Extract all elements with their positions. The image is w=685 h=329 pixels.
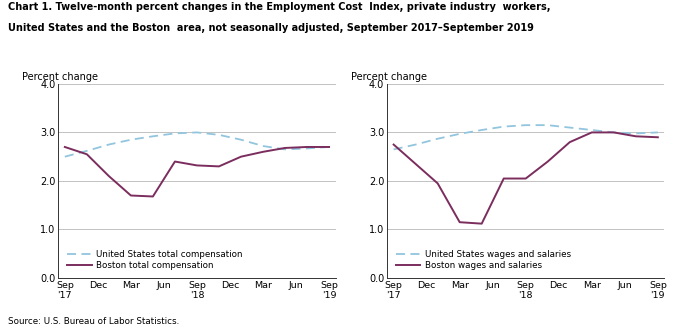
United States total compensation	[193, 131, 201, 135]
Boston total compensation	[149, 194, 157, 198]
Boston wages and salaries	[566, 140, 574, 144]
United States wages and salaries	[653, 131, 662, 135]
United States total compensation	[149, 134, 157, 138]
Boston total compensation	[259, 150, 267, 154]
Text: Percent change: Percent change	[22, 72, 98, 82]
Boston wages and salaries	[632, 134, 640, 138]
Text: United States and the Boston  area, not seasonally adjusted, September 2017–Sept: United States and the Boston area, not s…	[8, 23, 534, 33]
United States wages and salaries	[456, 132, 464, 136]
Line: Boston total compensation: Boston total compensation	[65, 147, 329, 196]
United States wages and salaries	[632, 131, 640, 135]
United States wages and salaries	[412, 142, 420, 146]
United States wages and salaries	[544, 123, 552, 127]
Boston wages and salaries	[477, 222, 486, 226]
United States wages and salaries	[499, 125, 508, 129]
Text: Source: U.S. Bureau of Labor Statistics.: Source: U.S. Bureau of Labor Statistics.	[8, 317, 179, 326]
United States total compensation	[303, 146, 311, 150]
Boston total compensation	[215, 164, 223, 168]
United States total compensation	[127, 138, 135, 142]
United States total compensation	[105, 142, 113, 146]
Boston wages and salaries	[434, 181, 442, 185]
Boston wages and salaries	[390, 142, 398, 146]
United States total compensation	[237, 138, 245, 142]
Boston wages and salaries	[588, 131, 596, 135]
Boston total compensation	[303, 145, 311, 149]
Boston total compensation	[61, 145, 69, 149]
United States total compensation	[61, 155, 69, 159]
Boston wages and salaries	[412, 162, 420, 166]
United States wages and salaries	[390, 147, 398, 151]
Boston total compensation	[171, 160, 179, 164]
United States total compensation	[215, 133, 223, 137]
United States wages and salaries	[434, 137, 442, 141]
United States total compensation	[83, 149, 91, 153]
Boston total compensation	[237, 155, 245, 159]
United States wages and salaries	[610, 131, 618, 135]
Boston total compensation	[127, 193, 135, 197]
United States total compensation	[259, 144, 267, 148]
Text: Chart 1. Twelve-month percent changes in the Employment Cost  Index, private ind: Chart 1. Twelve-month percent changes in…	[8, 2, 551, 12]
Boston wages and salaries	[653, 135, 662, 139]
Boston wages and salaries	[456, 220, 464, 224]
Boston total compensation	[281, 146, 289, 150]
Legend: United States total compensation, Boston total compensation: United States total compensation, Boston…	[65, 248, 245, 272]
Boston wages and salaries	[499, 177, 508, 181]
United States total compensation	[171, 131, 179, 135]
Boston total compensation	[105, 174, 113, 178]
Boston wages and salaries	[610, 131, 618, 135]
Line: Boston wages and salaries: Boston wages and salaries	[394, 133, 658, 224]
Line: United States wages and salaries: United States wages and salaries	[394, 125, 658, 149]
Boston total compensation	[193, 164, 201, 167]
Boston total compensation	[325, 145, 333, 149]
United States wages and salaries	[588, 128, 596, 132]
United States total compensation	[281, 147, 289, 151]
United States wages and salaries	[566, 126, 574, 130]
Text: Percent change: Percent change	[351, 72, 427, 82]
United States total compensation	[325, 145, 333, 149]
Legend: United States wages and salaries, Boston wages and salaries: United States wages and salaries, Boston…	[394, 248, 573, 272]
Boston wages and salaries	[521, 177, 530, 181]
Line: United States total compensation: United States total compensation	[65, 133, 329, 157]
Boston total compensation	[83, 152, 91, 156]
Boston wages and salaries	[544, 160, 552, 164]
United States wages and salaries	[477, 128, 486, 132]
United States wages and salaries	[521, 123, 530, 127]
